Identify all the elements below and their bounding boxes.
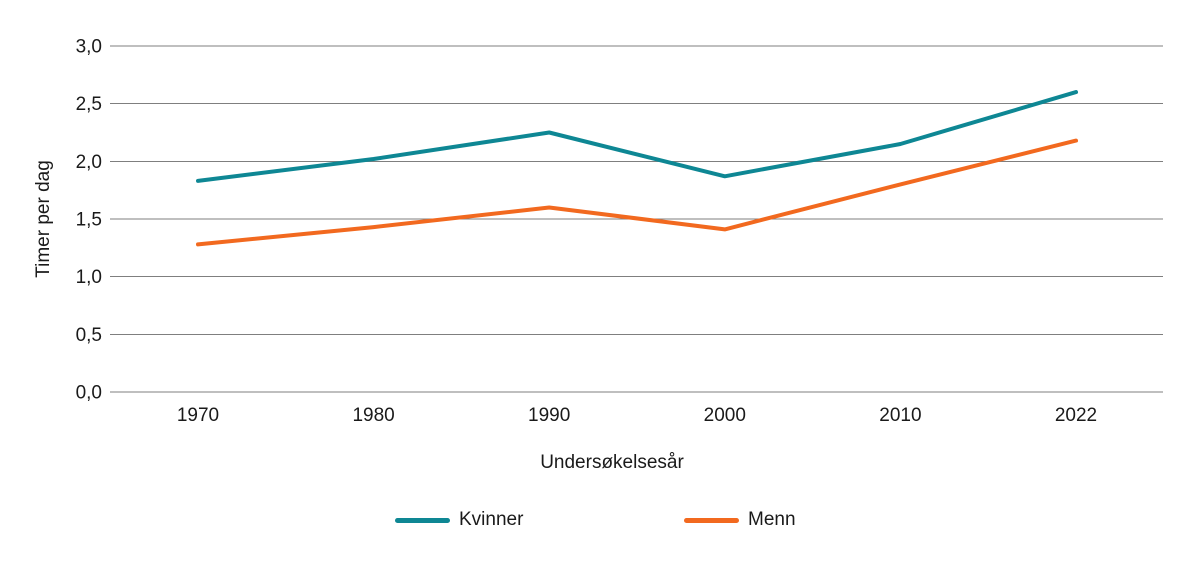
y-tick-label: 1,0: [76, 267, 102, 288]
x-tick-label: 1990: [528, 405, 570, 426]
y-tick-label: 2,0: [76, 152, 102, 173]
x-tick-label: 1970: [177, 405, 219, 426]
y-axis-tick-labels: 0,0 0,5 1,0 1,5 2,0 2,5 3,0: [76, 37, 102, 404]
x-tick-label: 1980: [352, 405, 394, 426]
legend-item-kvinner: Kvinner: [395, 510, 523, 530]
y-axis-title: Timer per dag: [33, 160, 54, 278]
x-axis-tick-labels: 1970 1980 1990 2000 2010 2022: [177, 405, 1097, 426]
legend-item-menn: Menn: [684, 510, 796, 530]
y-tick-label: 2,5: [76, 94, 102, 115]
legend-label-menn: Menn: [748, 509, 796, 530]
kvinner-line-swatch: [395, 517, 450, 523]
legend-label-kvinner: Kvinner: [459, 509, 524, 530]
series-line-menn: [196, 138, 1078, 247]
x-axis-title: Undersøkelsesår: [540, 452, 684, 473]
series-lines: [196, 90, 1078, 247]
series-line-kvinner: [196, 90, 1078, 183]
y-tick-label: 0,5: [76, 325, 102, 346]
y-tick-label: 1,5: [76, 210, 102, 231]
y-tick-label: 3,0: [76, 37, 102, 58]
gridlines: [110, 45, 1163, 393]
menn-line-swatch: [684, 517, 739, 523]
x-tick-label: 2022: [1055, 405, 1097, 426]
y-tick-label: 0,0: [76, 383, 102, 404]
x-tick-label: 2010: [879, 405, 921, 426]
x-tick-label: 2000: [704, 405, 746, 426]
